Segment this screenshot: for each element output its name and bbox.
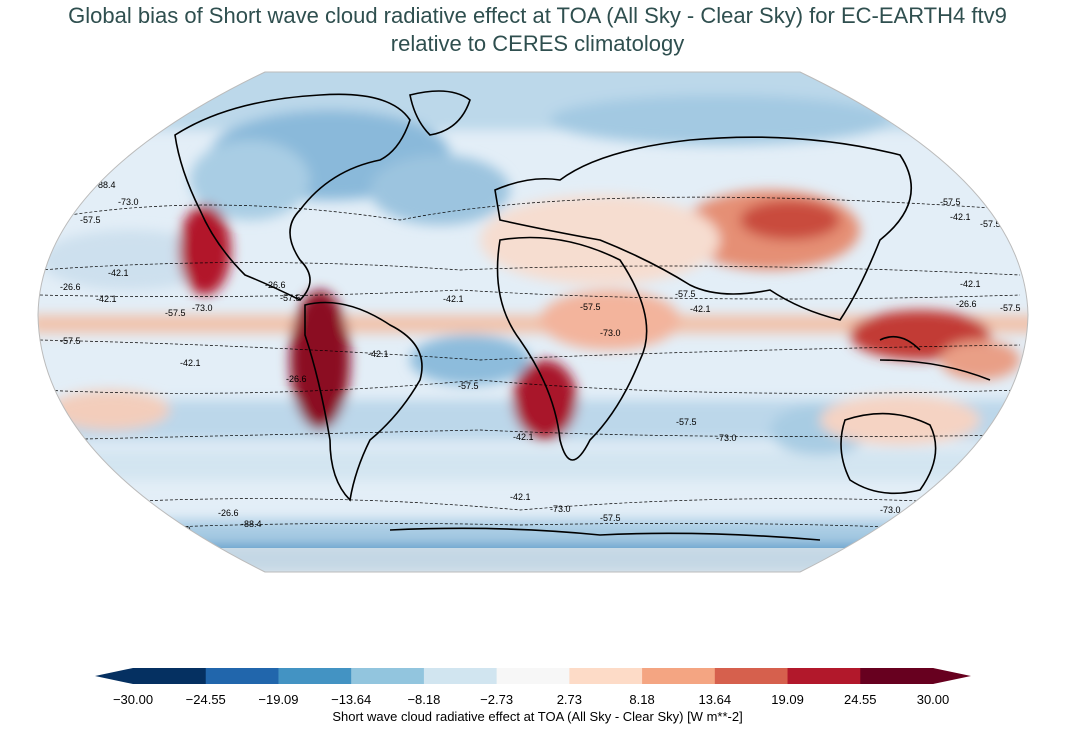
colorbar-tick-label: 24.55 (844, 692, 877, 705)
colorbar-tick-label: 19.09 (771, 692, 804, 705)
contour-label: -73.0 (118, 197, 139, 207)
colorbar-segment (860, 668, 934, 684)
bias-map: -88.4-73.0-57.5-42.1-26.6-42.1-57.5 -73.0… (37, 71, 1029, 573)
colorbar-segment (642, 668, 716, 684)
contour-label: -57.5 (280, 293, 301, 303)
colorbar-arrow-max (933, 668, 971, 684)
contour-label: -73.0 (716, 433, 737, 443)
contour-label: -73.0 (880, 505, 901, 515)
contour-label: -42.1 (513, 432, 534, 442)
colorbar-tick-label: −13.64 (331, 692, 371, 705)
contour-label: -57.5 (60, 336, 81, 346)
colorbar-tick-label: −8.18 (407, 692, 440, 705)
contour-label: -88.4 (241, 519, 262, 529)
contour-label: -42.1 (690, 304, 711, 314)
contour-label: -42.1 (96, 294, 117, 304)
coastlines (174, 90, 991, 541)
contour-label: -42.1 (960, 279, 981, 289)
contour-label: -26.6 (265, 280, 286, 290)
colorbar-segments (95, 668, 971, 684)
contour-label: -73.0 (192, 303, 213, 313)
contour-label: -42.1 (180, 358, 201, 368)
colorbar-tick-label: −24.55 (186, 692, 226, 705)
colorbar-tick-label: 8.18 (629, 692, 654, 705)
contour-label: -42.1 (108, 268, 129, 278)
colorbar-segment (496, 668, 570, 684)
colorbar-segment (787, 668, 861, 684)
contour-label: -57.5 (80, 215, 101, 225)
contour-label: -42.1 (950, 212, 971, 222)
colorbar-segment (423, 668, 498, 684)
title-line-2: relative to CERES climatology (390, 31, 685, 56)
contour-label: -57.5 (676, 417, 697, 427)
contour-label: -73.0 (550, 504, 571, 514)
contour-label: -26.6 (286, 374, 307, 384)
colorbar-tick-label: 30.00 (917, 692, 950, 705)
contour-label: -57.5 (600, 513, 621, 523)
plot-title: Global bias of Short wave cloud radiativ… (0, 2, 1075, 58)
colorbar-segment (278, 668, 352, 684)
colorbar-segment (714, 668, 789, 684)
colorbar-ticks: −30.00 −24.55 −19.09 −13.64 −8.18 −2.73 2.73 8.… (113, 692, 949, 705)
contour-label: -57.5 (580, 302, 601, 312)
contour-label: -42.1 (443, 294, 464, 304)
contour-label: -57.5 (1000, 303, 1021, 313)
contour-label: -57.5 (165, 308, 186, 318)
contour-labels: -88.4-73.0-57.5-42.1-26.6-42.1-57.5 -73.0… (60, 180, 1021, 535)
contour-label: -26.6 (956, 299, 977, 309)
contour-label: -42.1 (510, 492, 531, 502)
colorbar-segment (569, 668, 643, 684)
contour-label: -57.5 (675, 289, 696, 299)
map-boundary (37, 71, 1029, 573)
contour-label: -73.0 (600, 328, 621, 338)
contour-label: -26.6 (218, 508, 239, 518)
contours (39, 196, 1021, 531)
map-field: -88.4-73.0-57.5-42.1-26.6-42.1-57.5 -73.0… (38, 72, 1028, 572)
colorbar-segment (205, 668, 279, 684)
contour-label: -42.1 (368, 349, 389, 359)
contour-label: -73.0 (170, 525, 191, 535)
contour-label: -57.5 (940, 197, 961, 207)
colorbar-tick-label: −30.00 (113, 692, 153, 705)
colorbar-segment (351, 668, 425, 684)
colorbar-tick-label: −2.73 (480, 692, 513, 705)
contour-label: -88.4 (95, 180, 116, 190)
colorbar-label: Short wave cloud radiative effect at TOA… (332, 709, 743, 724)
contour-label: -57.5 (458, 381, 479, 391)
colorbar-segment (133, 668, 207, 684)
colorbar: −30.00 −24.55 −19.09 −13.64 −8.18 −2.73 2.73 8.… (95, 668, 971, 705)
colorbar-arrow-min (95, 668, 133, 684)
contour-label: -26.6 (60, 282, 81, 292)
colorbar-tick-label: 2.73 (557, 692, 582, 705)
title-line-1: Global bias of Short wave cloud radiativ… (68, 3, 1007, 28)
colorbar-tick-label: −19.09 (258, 692, 298, 705)
colorbar-tick-label: 13.64 (699, 692, 732, 705)
contour-label: -57.5 (980, 219, 1001, 229)
